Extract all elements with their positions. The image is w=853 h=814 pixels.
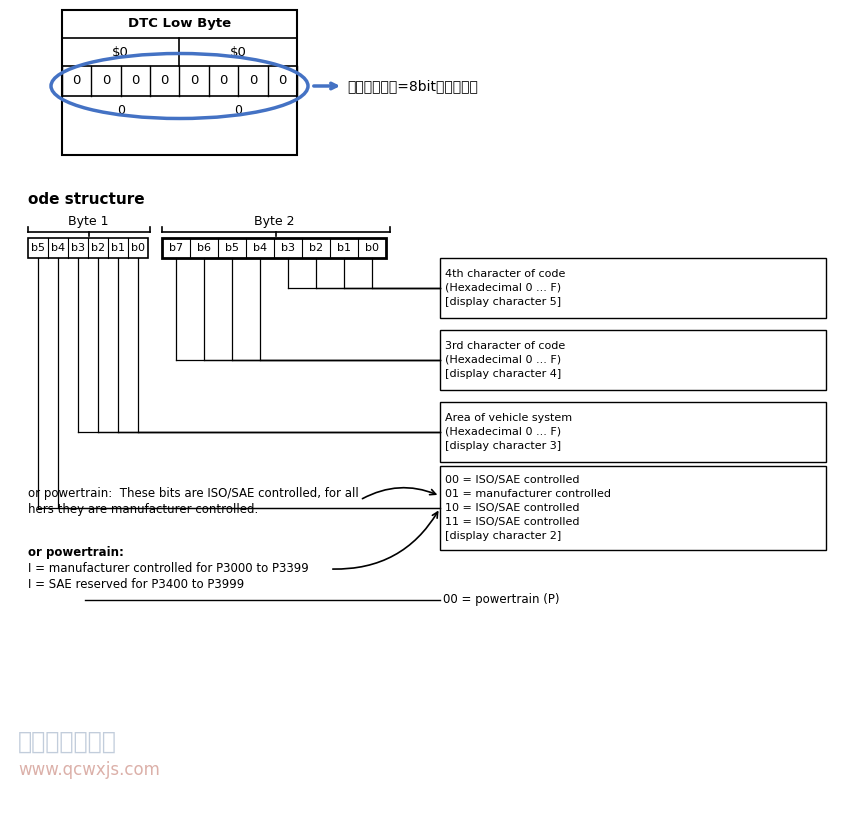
Text: DTC Low Byte: DTC Low Byte	[128, 17, 231, 30]
Text: 0: 0	[278, 75, 286, 87]
Text: b5: b5	[31, 243, 45, 253]
Text: 00 = powertrain (P): 00 = powertrain (P)	[443, 593, 559, 606]
Text: b0: b0	[131, 243, 145, 253]
Text: Byte 2: Byte 2	[253, 216, 294, 229]
Text: hers they are manufacturer controlled.: hers they are manufacturer controlled.	[28, 503, 258, 516]
Text: or powertrain:  These bits are ISO/SAE controlled, for all: or powertrain: These bits are ISO/SAE co…	[28, 487, 358, 500]
Text: b2: b2	[309, 243, 322, 253]
Bar	[28, 238, 148, 258]
Text: b1: b1	[337, 243, 351, 253]
Text: b4: b4	[51, 243, 65, 253]
Text: b3: b3	[71, 243, 85, 253]
Bar	[439, 258, 825, 318]
Text: I = manufacturer controlled for P3000 to P3399: I = manufacturer controlled for P3000 to…	[28, 562, 309, 575]
Text: Area of vehicle system
(Hexadecimal 0 ... F)
[display character 3]: Area of vehicle system (Hexadecimal 0 ..…	[444, 413, 572, 451]
Text: b3: b3	[281, 243, 294, 253]
Text: $0: $0	[229, 46, 247, 59]
Bar	[162, 238, 386, 258]
Bar	[62, 10, 297, 155]
Text: $0: $0	[113, 46, 129, 59]
Text: b0: b0	[364, 243, 379, 253]
Bar	[439, 402, 825, 462]
Text: b1: b1	[111, 243, 125, 253]
Text: b2: b2	[90, 243, 105, 253]
Text: Byte 1: Byte 1	[67, 216, 108, 229]
Bar	[439, 466, 825, 550]
Text: b4: b4	[252, 243, 267, 253]
Text: 0: 0	[189, 75, 198, 87]
Text: 4th character of code
(Hexadecimal 0 ... F)
[display character 5]: 4th character of code (Hexadecimal 0 ...…	[444, 269, 565, 307]
Text: 0: 0	[102, 75, 110, 87]
Text: 0: 0	[73, 75, 81, 87]
Text: I = SAE reserved for P3400 to P3999: I = SAE reserved for P3400 to P3999	[28, 578, 244, 591]
Bar	[439, 330, 825, 390]
Text: 汽车维修技术网: 汽车维修技术网	[18, 730, 117, 754]
Text: 0: 0	[248, 75, 257, 87]
Text: ode structure: ode structure	[28, 192, 144, 208]
Text: b6: b6	[197, 243, 211, 253]
Text: 最后一个字节=8bit是错误类型: 最后一个字节=8bit是错误类型	[346, 79, 478, 93]
Text: 0: 0	[117, 103, 125, 116]
Text: 0: 0	[131, 75, 139, 87]
Text: 00 = ISO/SAE controlled
01 = manufacturer controlled
10 = ISO/SAE controlled
11 : 00 = ISO/SAE controlled 01 = manufacture…	[444, 475, 610, 541]
Text: 0: 0	[160, 75, 169, 87]
Text: 3rd character of code
(Hexadecimal 0 ... F)
[display character 4]: 3rd character of code (Hexadecimal 0 ...…	[444, 341, 565, 379]
Text: b7: b7	[169, 243, 183, 253]
Text: or powertrain:: or powertrain:	[28, 546, 124, 559]
Text: 0: 0	[219, 75, 228, 87]
Text: b5: b5	[224, 243, 239, 253]
Text: www.qcwxjs.com: www.qcwxjs.com	[18, 761, 160, 779]
Text: 0: 0	[234, 103, 242, 116]
